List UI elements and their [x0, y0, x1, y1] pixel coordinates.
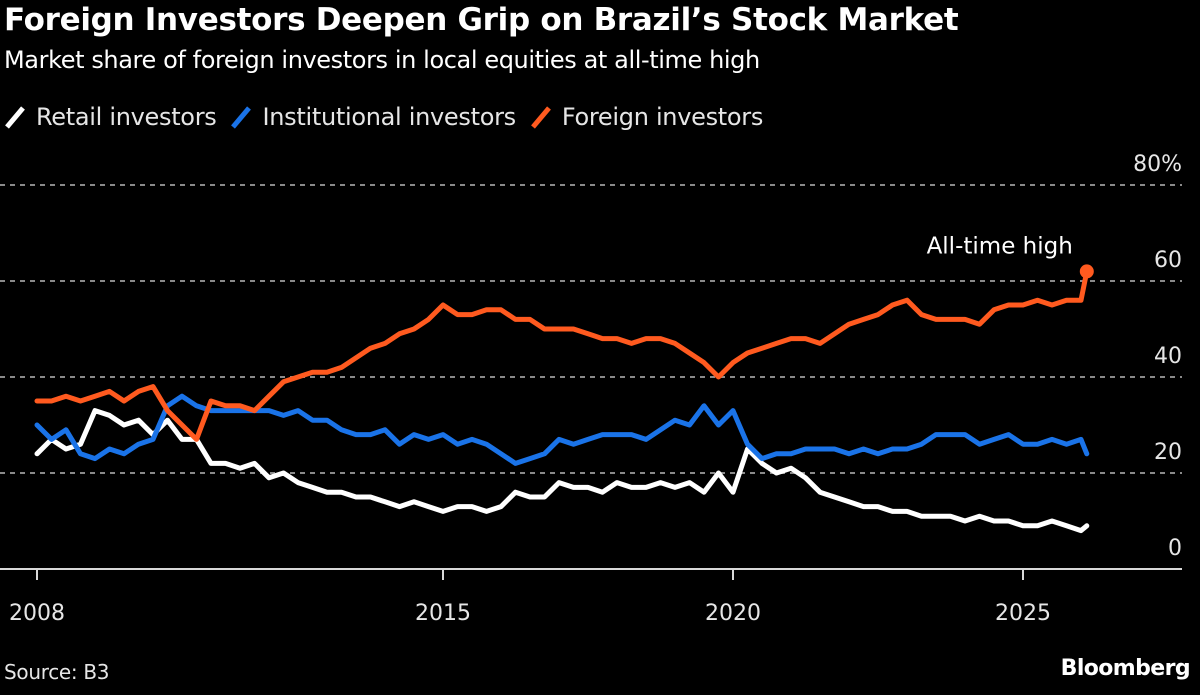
series-lines: [34, 268, 1090, 534]
x-tick-label-2025: 2025: [995, 601, 1051, 626]
legend-item-retail: Retail investors: [4, 103, 217, 131]
legend-label-retail: Retail investors: [36, 103, 217, 131]
series-line-retail-investors: [34, 408, 1090, 534]
bloomberg-logo: Bloomberg: [1060, 656, 1191, 681]
legend-label-foreign: Foreign investors: [561, 103, 764, 131]
legend-swatch-retail-icon: [5, 106, 25, 129]
legend-swatch-retail-line: [5, 106, 25, 129]
y-tick-label-40: 40: [1154, 344, 1182, 369]
y-tick-label-80: 80%: [1133, 152, 1182, 177]
legend-swatch-institutional-icon: [231, 106, 252, 129]
y-tick-label-0: 0: [1168, 536, 1182, 561]
legend-swatch-foreign-icon: [530, 106, 551, 129]
gridlines: [0, 184, 1182, 474]
legend-swatch-institutional-line: [231, 106, 252, 129]
x-axis: 2008 2015 2020 2025: [0, 568, 1182, 626]
y-tick-label-20: 20: [1154, 440, 1182, 465]
annotations: All-time high: [927, 233, 1094, 279]
legend-label-institutional: Institutional investors: [262, 103, 516, 131]
chart-subtitle: Market share of foreign investors in loc…: [4, 46, 760, 74]
all-time-high-marker: [1079, 264, 1094, 279]
legend: Retail investors Institutional investors…: [4, 103, 777, 131]
series-line-institutional-investors: [34, 393, 1090, 466]
chart-title: Foreign Investors Deepen Grip on Brazil’…: [4, 2, 959, 38]
x-tick-label-2015: 2015: [415, 601, 471, 626]
source-note: Source: B3: [4, 660, 110, 684]
all-time-high-label: All-time high: [927, 233, 1073, 259]
y-axis-tick-labels: 0 20 40 60 80%: [1133, 152, 1182, 561]
x-tick-label-2008: 2008: [9, 601, 65, 626]
legend-swatch-foreign-line: [530, 106, 551, 129]
series-line-foreign-investors: [34, 268, 1090, 442]
y-tick-label-60: 60: [1154, 248, 1182, 273]
x-tick-label-2020: 2020: [705, 601, 761, 626]
legend-item-foreign: Foreign investors: [530, 103, 763, 131]
legend-item-institutional: Institutional investors: [230, 103, 516, 131]
